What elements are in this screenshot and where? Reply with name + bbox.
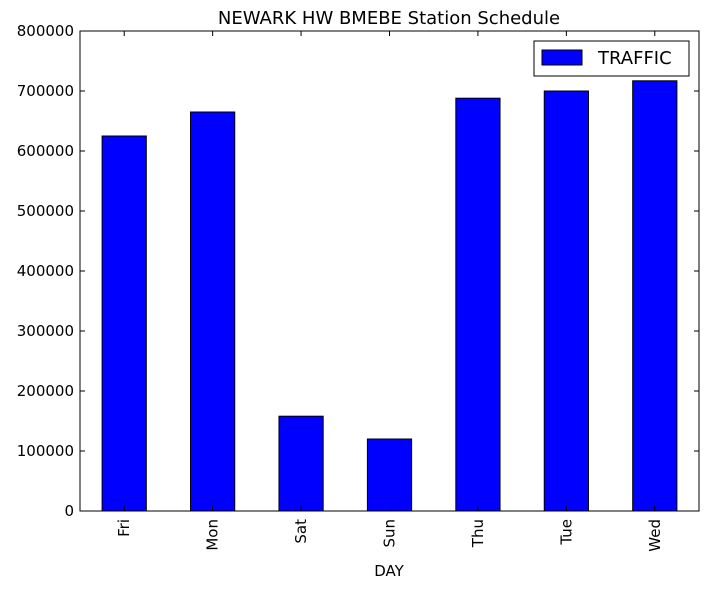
y-axis: 0 100000 200000 300000 400000 500000 600000 700…	[17, 22, 699, 520]
x-tick-label-thu: Thu	[469, 519, 487, 548]
x-tick-label-mon: Mon	[204, 519, 222, 551]
bar-sat	[278, 415, 324, 512]
bar-fri	[101, 135, 147, 512]
y-tick-label: 500000	[17, 202, 74, 220]
bar-mon	[190, 111, 236, 512]
y-tick-label: 400000	[17, 262, 74, 280]
bars-group	[101, 80, 678, 512]
y-tick-label: 600000	[17, 142, 74, 160]
y-tick-label: 200000	[17, 382, 74, 400]
y-tick-label: 300000	[17, 322, 74, 340]
bar-tue	[543, 90, 589, 512]
y-tick-label: 0	[64, 502, 74, 520]
bar-thu	[455, 97, 501, 512]
legend-swatch-traffic	[541, 49, 583, 66]
x-axis: Fri Mon Sat Sun Thu Tue Wed	[115, 31, 664, 552]
legend-label-traffic: TRAFFIC	[597, 48, 672, 69]
bar-wed	[632, 80, 678, 512]
x-axis-label: DAY	[374, 562, 404, 580]
y-tick-label: 800000	[17, 22, 74, 40]
y-tick-label: 700000	[17, 82, 74, 100]
x-tick-label-sun: Sun	[381, 519, 399, 548]
x-tick-label-fri: Fri	[115, 519, 133, 537]
legend: TRAFFIC	[533, 40, 690, 77]
x-tick-label-wed: Wed	[646, 519, 664, 552]
chart-title: NEWARK HW BMEBE Station Schedule	[218, 8, 560, 29]
y-tick-label: 100000	[17, 442, 74, 460]
x-tick-label-tue: Tue	[557, 519, 575, 546]
bar-sun	[366, 438, 413, 512]
x-tick-label-sat: Sat	[292, 519, 310, 544]
